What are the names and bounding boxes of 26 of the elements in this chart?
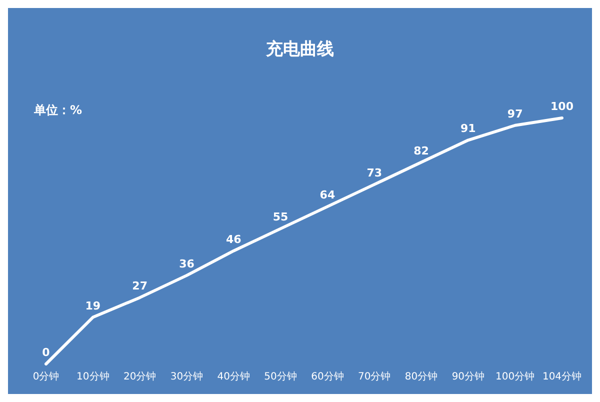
data-label: 91 xyxy=(460,122,476,136)
x-tick-label: 100分钟 xyxy=(496,370,535,382)
data-label: 55 xyxy=(272,210,288,224)
chart-title: 充电曲线 xyxy=(265,40,334,60)
data-label: 19 xyxy=(85,299,101,312)
data-label: 82 xyxy=(414,144,429,158)
x-tick-label: 104分钟 xyxy=(542,370,582,382)
data-label: 0 xyxy=(42,346,50,359)
x-tick-label: 30分钟 xyxy=(170,370,204,382)
data-label: 73 xyxy=(366,166,382,180)
x-tick-label: 0分钟 xyxy=(32,370,60,382)
x-tick-label: 40分钟 xyxy=(217,370,250,382)
data-label: 27 xyxy=(132,280,148,293)
x-tick-label: 60分钟 xyxy=(311,370,344,382)
data-label: 36 xyxy=(179,257,195,270)
x-tick-label: 10分钟 xyxy=(76,370,110,382)
y-axis-title: 单位：% xyxy=(33,103,82,117)
x-tick-label: 70分钟 xyxy=(358,370,391,382)
x-tick-label: 20分钟 xyxy=(123,370,156,382)
data-label: 46 xyxy=(226,232,242,246)
data-label: 97 xyxy=(507,107,523,120)
x-tick-label: 90分钟 xyxy=(452,370,485,382)
x-tick-label: 80分钟 xyxy=(404,370,438,382)
x-tick-label: 50分钟 xyxy=(264,370,297,382)
data-label: 64 xyxy=(320,188,336,202)
data-label: 100 xyxy=(550,100,574,113)
